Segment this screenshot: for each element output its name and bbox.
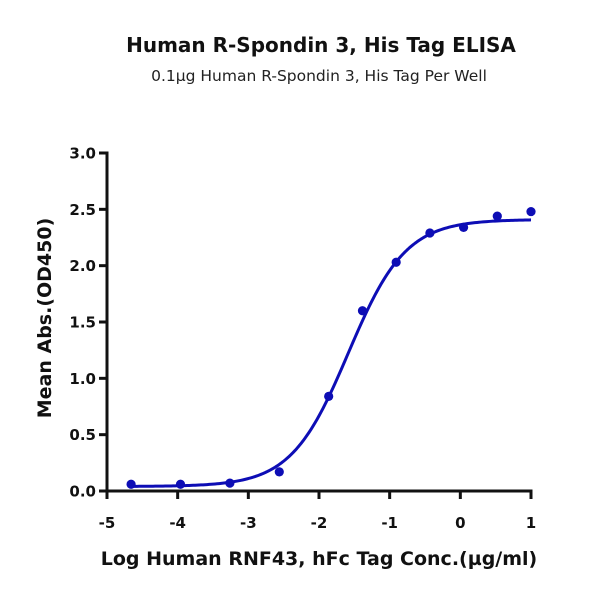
data-point bbox=[492, 211, 502, 221]
data-point bbox=[274, 467, 284, 477]
y-tick-label: 3.0 bbox=[69, 145, 96, 163]
x-tick-label: 1 bbox=[526, 514, 536, 532]
data-point bbox=[391, 257, 401, 267]
y-tick-label: 2.5 bbox=[69, 201, 96, 219]
data-point bbox=[425, 228, 435, 238]
chart-title: Human R-Spondin 3, His Tag ELISA bbox=[126, 33, 516, 57]
data-point bbox=[225, 478, 235, 488]
y-tick-label: 0.0 bbox=[69, 483, 96, 501]
x-tick-label: -1 bbox=[381, 514, 398, 532]
data-point bbox=[526, 206, 536, 217]
data-point bbox=[126, 479, 136, 489]
y-axis: 0.0 0.5 1.0 1.5 2.0 2.5 3.0 bbox=[69, 145, 109, 501]
y-tick-label: 1.0 bbox=[69, 370, 96, 388]
data-point bbox=[458, 222, 469, 232]
x-axis: -5 -4 -3 -2 -1 0 1 bbox=[99, 489, 536, 532]
x-tick-label: -3 bbox=[240, 514, 257, 532]
y-tick-label: 2.0 bbox=[69, 257, 96, 275]
data-point bbox=[324, 391, 334, 401]
series-0 bbox=[126, 206, 536, 489]
series-layer bbox=[126, 206, 536, 489]
fit-curve bbox=[131, 218, 532, 488]
x-tick-label: 0 bbox=[455, 514, 465, 532]
y-tick-label: 0.5 bbox=[69, 426, 96, 444]
data-point bbox=[175, 479, 186, 489]
chart-subtitle: 0.1µg Human R-Spondin 3, His Tag Per Wel… bbox=[151, 67, 487, 85]
y-axis-label: Mean Abs.(OD450) bbox=[34, 218, 56, 419]
x-tick-label: -2 bbox=[311, 514, 328, 532]
x-axis-label: Log Human RNF43, hFc Tag Conc.(µg/ml) bbox=[101, 548, 537, 570]
x-tick-label: -5 bbox=[99, 514, 116, 532]
data-point bbox=[357, 306, 368, 316]
x-tick-label: -4 bbox=[169, 514, 186, 532]
plot-area: 0.0 0.5 1.0 1.5 2.0 2.5 3.0 -5 -4 -3 -2 -1 0 1 bbox=[69, 145, 536, 533]
y-tick-label: 1.5 bbox=[69, 314, 96, 332]
